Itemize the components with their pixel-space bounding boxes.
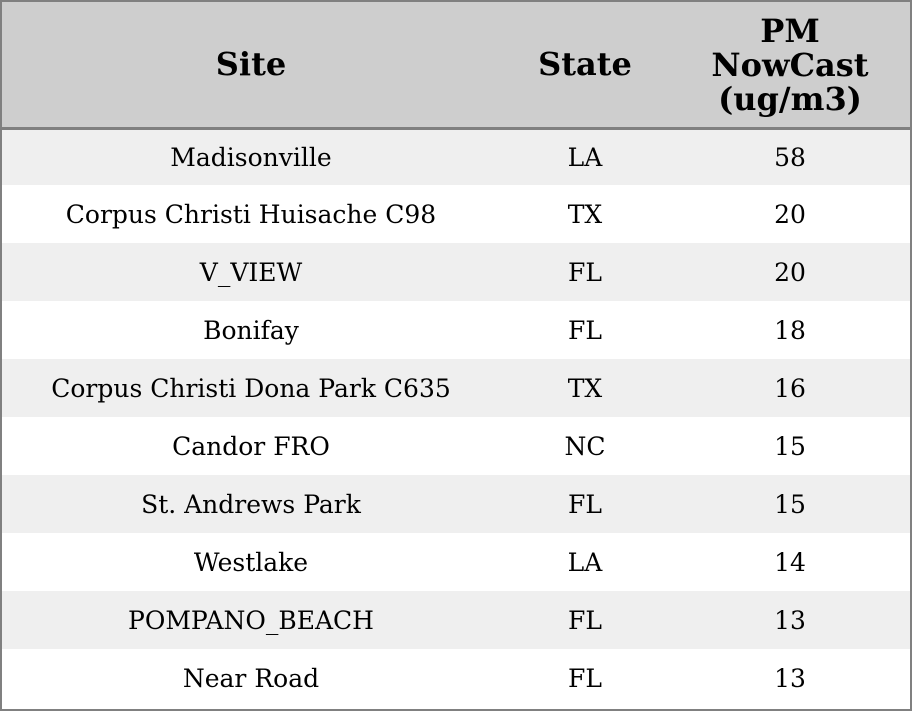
cell-site: V_VIEW bbox=[199, 257, 303, 287]
table-row: POMPANO_BEACH FL 13 bbox=[2, 591, 910, 649]
header-pm-line-3: (ug/m3) bbox=[718, 80, 862, 119]
table-row: V_VIEW FL 20 bbox=[2, 243, 910, 301]
header-site: Site bbox=[2, 2, 500, 130]
cell-site: Corpus Christi Huisache C98 bbox=[65, 199, 437, 229]
header-pm-line-1: PM bbox=[760, 12, 820, 51]
table-row: St. Andrews Park FL 15 bbox=[2, 475, 910, 533]
cell-site: St. Andrews Park bbox=[141, 489, 361, 519]
cell-state: FL bbox=[568, 257, 602, 287]
table-row: Near Road FL 13 bbox=[2, 649, 910, 707]
cell-state: LA bbox=[567, 142, 603, 172]
table-row: Bonifay FL 18 bbox=[2, 301, 910, 359]
header-state: State bbox=[500, 2, 670, 130]
cell-pm-nowcast: 18 bbox=[774, 315, 806, 345]
cell-site: Near Road bbox=[182, 663, 320, 693]
cell-site: Madisonville bbox=[170, 142, 332, 172]
table-row: Madisonville LA 58 bbox=[2, 128, 910, 185]
cell-pm-nowcast: 14 bbox=[774, 547, 806, 577]
cell-state: FL bbox=[568, 605, 602, 635]
header-pm-line-2: NowCast bbox=[711, 46, 869, 85]
cell-site: POMPANO_BEACH bbox=[128, 605, 374, 635]
cell-pm-nowcast: 15 bbox=[774, 489, 806, 519]
cell-state: NC bbox=[564, 431, 606, 461]
cell-site: Bonifay bbox=[203, 315, 299, 345]
table-row: Corpus Christi Dona Park C635 TX 16 bbox=[2, 359, 910, 417]
cell-site: Candor FRO bbox=[172, 431, 330, 461]
cell-state: LA bbox=[567, 547, 603, 577]
cell-site: Corpus Christi Dona Park C635 bbox=[51, 373, 451, 403]
header-row: Site State PM NowCast (ug/m3) bbox=[2, 2, 910, 130]
cell-pm-nowcast: 58 bbox=[774, 142, 806, 172]
cell-state: FL bbox=[568, 663, 602, 693]
header-pm-nowcast: PM NowCast (ug/m3) bbox=[670, 2, 910, 130]
cell-pm-nowcast: 16 bbox=[774, 373, 806, 403]
cell-state: FL bbox=[568, 315, 602, 345]
cell-pm-nowcast: 20 bbox=[774, 199, 806, 229]
table-body: Madisonville LA 58 Corpus Christi Huisache … bbox=[2, 128, 910, 707]
cell-pm-nowcast: 20 bbox=[774, 257, 806, 287]
cell-pm-nowcast: 15 bbox=[774, 431, 806, 461]
cell-pm-nowcast: 13 bbox=[774, 605, 806, 635]
table-row: Westlake LA 14 bbox=[2, 533, 910, 591]
table-row: Corpus Christi Huisache C98 TX 20 bbox=[2, 185, 910, 243]
cell-state: TX bbox=[567, 199, 603, 229]
table-row: Candor FRO NC 15 bbox=[2, 417, 910, 475]
table-header: Site State PM NowCast (ug/m3) bbox=[2, 2, 910, 130]
cell-state: FL bbox=[568, 489, 602, 519]
cell-state: TX bbox=[567, 373, 603, 403]
cell-pm-nowcast: 13 bbox=[774, 663, 806, 693]
cell-site: Westlake bbox=[193, 547, 309, 577]
